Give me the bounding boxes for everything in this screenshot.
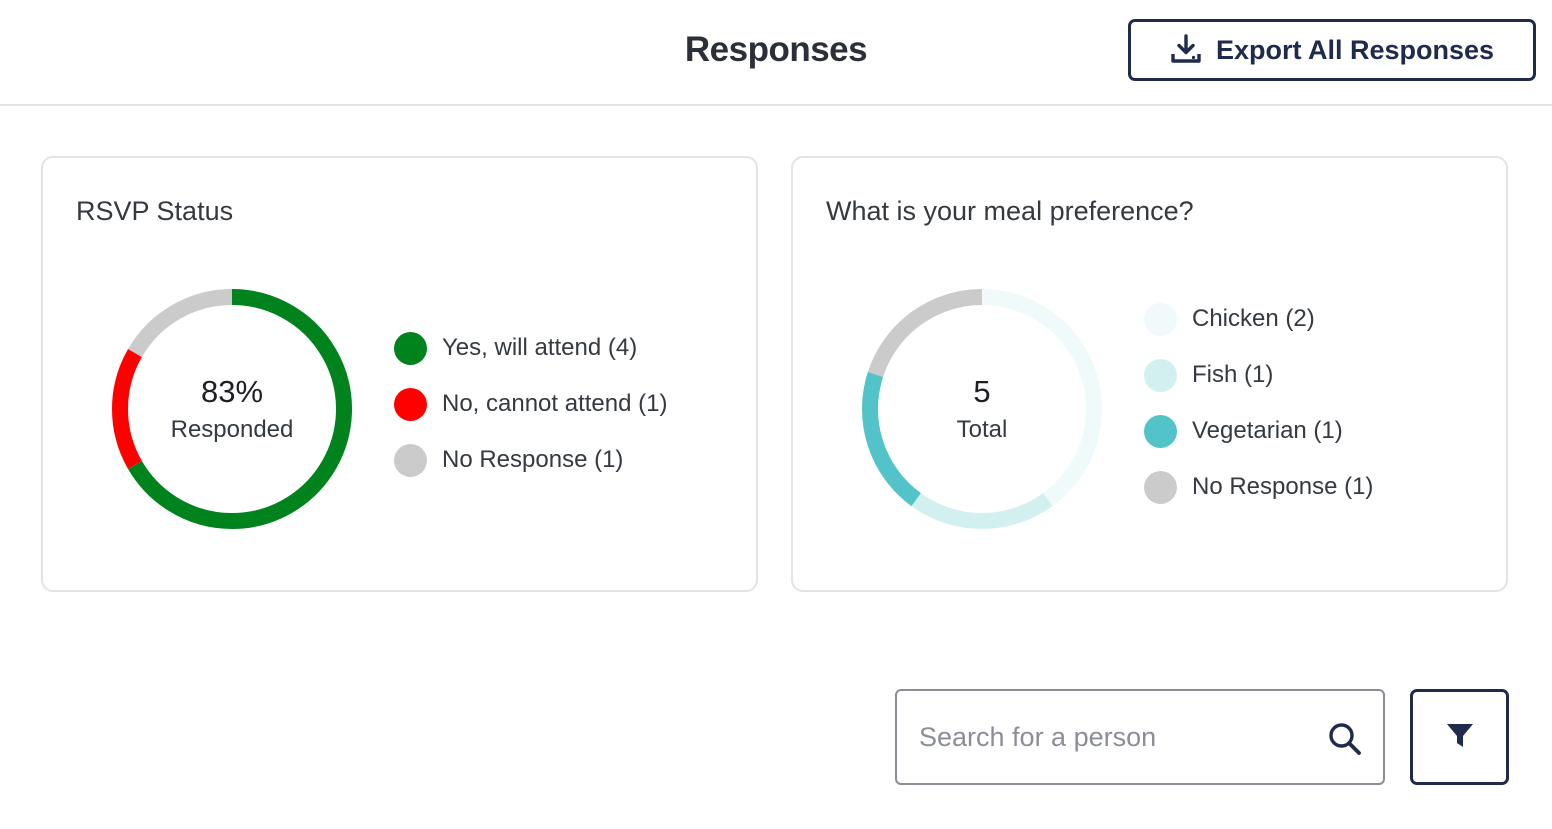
legend-dot bbox=[394, 443, 427, 477]
search-box[interactable] bbox=[895, 689, 1385, 785]
responded-label: Responded bbox=[170, 416, 294, 443]
meal-slice-vegetarian bbox=[862, 371, 922, 507]
meal-legend: Chicken (2) Fish (1) Vegetarian (1) No R… bbox=[1144, 291, 1373, 515]
legend-item-no-response: No Response (1) bbox=[394, 432, 667, 488]
rsvp-status-card: RSVP Status 83% Responded Yes, will atte… bbox=[41, 156, 758, 592]
export-all-responses-button[interactable]: Export All Responses bbox=[1128, 19, 1536, 81]
meal-donut-svg bbox=[862, 289, 1102, 529]
legend-label: No Response (1) bbox=[442, 446, 624, 473]
legend-dot bbox=[1144, 414, 1177, 448]
legend-item-vegetarian: Vegetarian (1) bbox=[1144, 403, 1373, 459]
rsvp-slice-no-cannot-attend bbox=[112, 349, 143, 469]
responded-percent: 83% bbox=[200, 374, 264, 409]
legend-item-fish: Fish (1) bbox=[1144, 347, 1373, 403]
total-label: Total bbox=[956, 416, 1008, 443]
page-title: Responses bbox=[684, 30, 868, 69]
rsvp-legend: Yes, will attend (4) No, cannot attend (… bbox=[394, 320, 667, 488]
rsvp-slice-no-response bbox=[128, 289, 233, 358]
donut-center: 83% Responded bbox=[109, 286, 355, 532]
legend-label: Fish (1) bbox=[1192, 361, 1274, 388]
search-input[interactable] bbox=[919, 691, 1319, 783]
legend-item-no-response: No Response (1) bbox=[1144, 459, 1373, 515]
page-header: Responses Export All Responses bbox=[0, 0, 1552, 106]
legend-label: Chicken (2) bbox=[1192, 305, 1315, 332]
donut-center: 5 Total bbox=[859, 286, 1105, 532]
search-icon[interactable] bbox=[1327, 721, 1363, 757]
legend-dot bbox=[394, 387, 427, 421]
download-icon bbox=[1170, 33, 1202, 68]
meal-slice-no-response bbox=[867, 289, 983, 378]
card-title: What is your meal preference? bbox=[826, 196, 1194, 226]
rsvp-donut-chart: 83% Responded bbox=[109, 286, 355, 532]
filter-icon bbox=[1445, 721, 1475, 754]
legend-label: No Response (1) bbox=[1192, 473, 1374, 500]
legend-label: Yes, will attend (4) bbox=[442, 334, 638, 361]
legend-label: Vegetarian (1) bbox=[1192, 417, 1343, 444]
export-button-label: Export All Responses bbox=[1215, 34, 1495, 65]
legend-dot bbox=[1144, 358, 1177, 392]
meal-slice-chicken bbox=[981, 289, 1102, 507]
legend-label: No, cannot attend (1) bbox=[442, 390, 668, 417]
filter-button[interactable] bbox=[1410, 689, 1509, 785]
legend-item-yes: Yes, will attend (4) bbox=[394, 320, 667, 376]
legend-item-no: No, cannot attend (1) bbox=[394, 376, 667, 432]
legend-dot bbox=[394, 331, 427, 365]
rsvp-slice-yes-will-attend bbox=[128, 289, 352, 529]
card-title: RSVP Status bbox=[76, 196, 234, 226]
meal-preference-card: What is your meal preference? 5 Total Ch… bbox=[791, 156, 1508, 592]
meal-slice-fish bbox=[911, 493, 1053, 529]
legend-dot bbox=[1144, 302, 1177, 336]
meal-donut-chart: 5 Total bbox=[859, 286, 1105, 532]
legend-dot bbox=[1144, 470, 1177, 504]
rsvp-donut-svg bbox=[112, 289, 352, 529]
legend-item-chicken: Chicken (2) bbox=[1144, 291, 1373, 347]
total-count: 5 bbox=[973, 374, 991, 409]
